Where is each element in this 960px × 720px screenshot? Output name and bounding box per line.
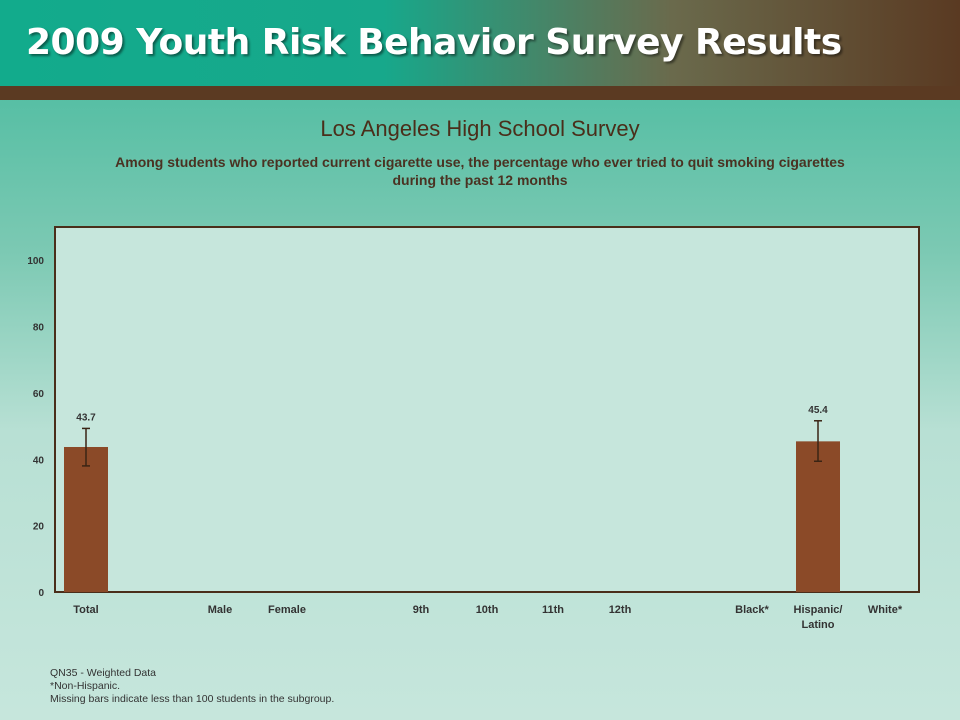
x-tick-label: 12th [609, 604, 632, 616]
y-tick-label: 60 [33, 389, 45, 400]
header-banner [0, 0, 960, 86]
y-tick-label: 80 [33, 323, 45, 334]
y-tick-label: 40 [33, 455, 45, 466]
x-tick-label: White* [868, 604, 903, 616]
data-label: 43.7 [76, 412, 96, 423]
x-tick-label: Black* [735, 604, 769, 616]
x-tick-label: Latino [802, 619, 835, 631]
chart-title: Los Angeles High School Survey [320, 116, 640, 141]
bar [796, 441, 840, 592]
header-stripe [0, 86, 960, 100]
plot-area [54, 226, 920, 593]
y-tick-label: 0 [38, 588, 44, 599]
x-tick-label: Male [208, 604, 232, 616]
x-tick-label: Hispanic/ [794, 604, 843, 616]
x-tick-label: 11th [542, 604, 564, 616]
footnote-line: *Non-Hispanic. [50, 680, 121, 692]
y-tick-label: 20 [33, 522, 45, 533]
footnote-line: Missing bars indicate less than 100 stud… [50, 693, 335, 705]
x-tick-label: 9th [413, 604, 430, 616]
data-label: 45.4 [808, 405, 828, 416]
footnotes: QN35 - Weighted Data *Non-Hispanic. Miss… [50, 667, 334, 706]
chart-subtitle: Among students who reported current ciga… [115, 154, 845, 188]
bar [64, 446, 108, 592]
banner-title: 2009 Youth Risk Behavior Survey Results [26, 22, 842, 63]
footnote-line: QN35 - Weighted Data [50, 667, 157, 679]
x-tick-label: Total [73, 604, 98, 616]
x-tick-label: Female [268, 604, 306, 616]
y-tick-label: 100 [27, 256, 44, 267]
x-tick-label: 10th [476, 604, 499, 616]
